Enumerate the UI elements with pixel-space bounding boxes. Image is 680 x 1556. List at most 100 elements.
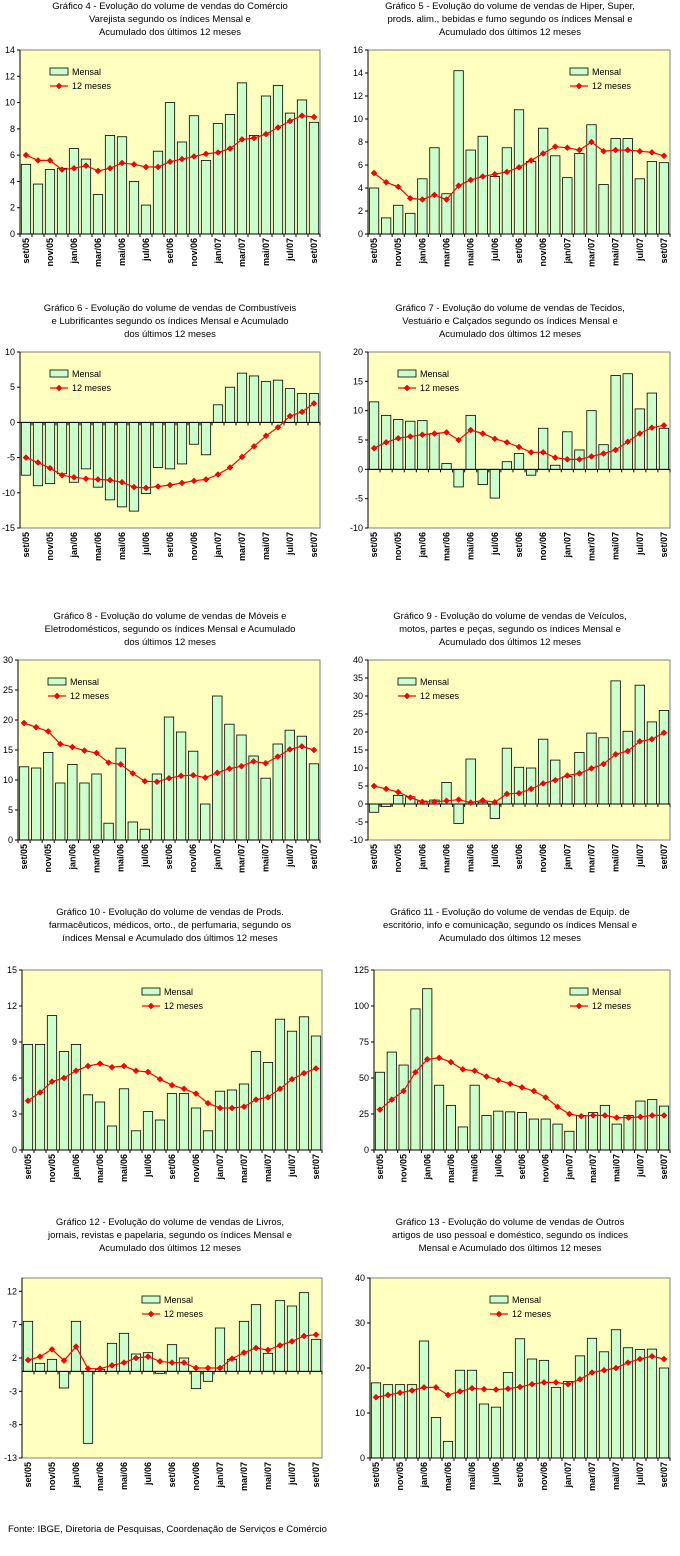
series-point (189, 771, 197, 779)
y-tick-label: 0 (8, 835, 13, 845)
y-tick-label: 3 (12, 1109, 17, 1119)
bar (139, 828, 150, 841)
series-point (117, 761, 125, 768)
series-point (238, 762, 245, 770)
legend-swatch-point (403, 692, 411, 700)
series-point (576, 456, 583, 463)
bar (18, 766, 30, 841)
series-point (22, 151, 30, 159)
series-point (613, 1114, 621, 1121)
bar (622, 373, 633, 470)
chart-svg: -10 -5 0 5 10 15 20 25 30 35 40 set/05 nov/05 jan/06 m… (350, 655, 671, 873)
legend-label: 12 meses (72, 383, 112, 393)
series-point (420, 1383, 428, 1391)
series-point (588, 1369, 596, 1376)
bar (381, 217, 392, 235)
bar (481, 1115, 492, 1151)
chart-title: Gráfico 10 - Evolução do volume de venda… (48, 907, 292, 944)
series-point (382, 178, 390, 186)
series-point (588, 453, 595, 460)
bar (505, 1111, 516, 1151)
series-point (22, 454, 30, 461)
chart-panel: Gráfico 10 - Evolução do volume de venda… (0, 906, 340, 1216)
bar (513, 453, 525, 470)
y-tick-label: 4 (10, 176, 15, 186)
x-tick-label: set/06 (514, 238, 524, 264)
series-point (130, 160, 138, 168)
x-tick-label: jul/06 (491, 1462, 501, 1486)
series-point (72, 1067, 80, 1075)
y-tick-label: 0 (358, 799, 363, 809)
bar (465, 414, 476, 470)
series-point (648, 1352, 656, 1360)
legend-swatch-point (147, 1310, 155, 1318)
chart-panel: Gráfico 7 - Evolução do volume de vendas… (340, 302, 680, 602)
series-point (108, 1063, 116, 1071)
series-point (264, 1093, 272, 1101)
series-point (153, 778, 161, 786)
y-tick-label: -5 (355, 817, 363, 827)
x-tick-label: jan/07 (213, 238, 223, 265)
x-tick-label: nov/06 (538, 844, 548, 873)
bar (140, 204, 152, 235)
series-point (563, 456, 571, 463)
bar (56, 422, 68, 475)
x-tick-label: mar/07 (237, 532, 247, 561)
series-point (34, 459, 42, 466)
series-point (141, 777, 149, 785)
bar (116, 422, 128, 508)
bar (538, 1359, 550, 1459)
x-tick-label: jul/07 (287, 1154, 297, 1178)
y-tick-label: -8 (9, 1420, 17, 1430)
series-point (576, 770, 583, 777)
series-point (36, 1353, 44, 1361)
bar (190, 1370, 202, 1390)
bar (262, 1352, 274, 1372)
y-tick-label: 125 (354, 965, 369, 975)
bar (200, 422, 212, 456)
series-point (286, 746, 294, 753)
bar (610, 375, 621, 470)
series-point (467, 426, 475, 434)
legend-label: 12 meses (592, 1001, 632, 1011)
series-point (483, 1073, 490, 1080)
series-point (72, 1343, 80, 1351)
x-tick-label: mar/07 (236, 844, 246, 873)
bar (574, 153, 585, 235)
series-point (24, 1356, 32, 1364)
y-tick-label: 20 (353, 347, 363, 357)
bar (598, 184, 609, 235)
series-point (494, 1076, 502, 1084)
y-tick-label: 50 (359, 1073, 369, 1083)
series-point (240, 1103, 248, 1111)
y-tick-label: -10 (2, 488, 15, 498)
series-point (419, 431, 426, 439)
bar (465, 758, 476, 805)
series-point (471, 1067, 478, 1075)
y-tick-label: 75 (359, 1037, 369, 1047)
series-point (431, 430, 438, 437)
x-tick-label: set/06 (514, 532, 524, 558)
x-tick-label: mai/07 (263, 1462, 273, 1490)
y-tick-label: 16 (353, 45, 363, 55)
bar (127, 821, 138, 841)
bar (562, 177, 573, 235)
series-point (576, 1375, 584, 1383)
series-point (492, 1386, 500, 1393)
series-point (563, 144, 571, 152)
x-tick-label: nov/05 (395, 1462, 405, 1491)
series-point (408, 1387, 416, 1394)
series-point (394, 434, 402, 442)
y-tick-label: 0 (10, 417, 15, 427)
series-point (44, 728, 52, 735)
bar (20, 422, 32, 476)
bar (493, 1110, 504, 1151)
x-tick-label: mar/06 (92, 844, 102, 873)
series-point (60, 1357, 68, 1365)
x-tick-label: set/06 (517, 1154, 527, 1180)
x-tick-label: mar/07 (237, 238, 247, 267)
series-point (82, 475, 90, 483)
y-tick-label: 20 (353, 727, 363, 737)
legend-swatch-point (53, 692, 61, 700)
bar (368, 401, 380, 470)
